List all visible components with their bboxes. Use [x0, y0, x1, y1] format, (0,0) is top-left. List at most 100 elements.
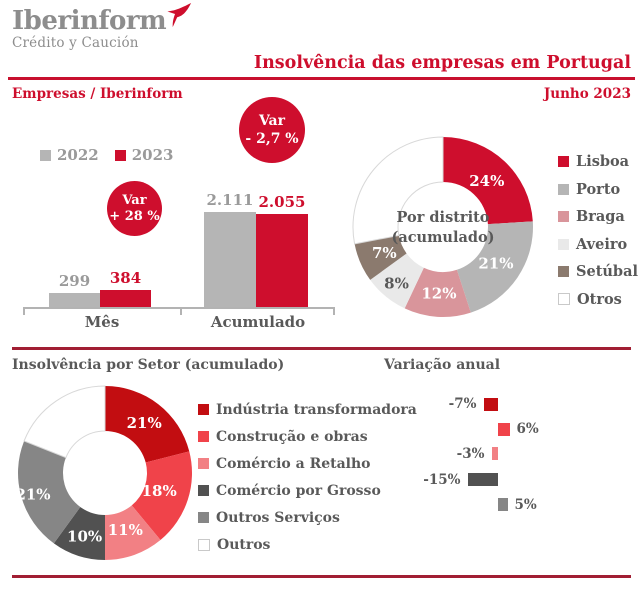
donut-center-label-1: (acumulado) [391, 229, 494, 246]
bar-2022-mes [49, 293, 100, 307]
legend-item-aveiro: Aveiro [558, 231, 638, 259]
date-label: Junho 2023 [543, 86, 631, 102]
legend-swatch-porto [558, 183, 569, 195]
axis-tick [23, 307, 25, 315]
legend-swatch-aveiro [558, 238, 569, 250]
donut-label-comercio-por-grosso: 10% [67, 527, 102, 545]
vbar-construcao-e-obras [497, 422, 510, 436]
legend-swatch-braga [558, 211, 569, 223]
var-badge-value: - 2,7 % [245, 131, 299, 147]
legend-swatch-2023 [114, 149, 126, 161]
donut-center-label-0: Por distrito [397, 209, 490, 226]
vbar-comercio-a-retalho [491, 447, 498, 460]
legend-label-aveiro: Aveiro [576, 235, 628, 253]
legend-item-lisboa: Lisboa [558, 148, 638, 176]
donut-slice-outros-servicos [18, 440, 81, 544]
sector-legend: Indústria transformadora Construção e obr… [198, 396, 417, 558]
legend-item-outros: Outros [198, 531, 417, 558]
legend-swatch-industria-transformadora [198, 404, 209, 415]
donut-label-porto: 21% [478, 255, 513, 273]
legend-label-lisboa: Lisboa [576, 153, 630, 171]
legend-label-comercio-a-retalho: Comércio a Retalho [216, 455, 371, 472]
bar-chart-plot: 299 2.111 384 2.055 [23, 180, 335, 307]
bar-value-2023-acumulado: 2.055 [258, 193, 306, 211]
category-label-mes: Mês [84, 313, 120, 331]
legend-swatch-comercio-por-grosso [198, 485, 209, 496]
vbar-label-comercio-por-grosso: -15% [423, 471, 461, 488]
donut-slice-lisboa [443, 137, 533, 225]
legend-item-braga: Braga [558, 203, 638, 231]
district-legend: Lisboa Porto Braga Aveiro Setúbal Otros [558, 148, 638, 313]
vbar-label-construcao-e-obras: 6% [516, 421, 539, 437]
var-badge-title: Var [258, 113, 286, 129]
year-legend-item-2022: 2022 [40, 146, 99, 164]
vbar-comercio-por-grosso [467, 473, 498, 486]
bar-2023-mes [100, 290, 151, 307]
sector-donut-chart: 21% 18% 11% 10% 21% [16, 385, 193, 560]
mid-divider [12, 347, 631, 350]
legend-label-construcao-e-obras: Construção e obras [216, 428, 368, 445]
var-badge-value: + 28 % [109, 208, 160, 224]
legend-label-2022: 2022 [57, 146, 99, 164]
var-badge-title: Var [122, 192, 147, 208]
page-title: Insolvência das empresas em Portugal [253, 53, 631, 73]
donut-label-setubal: 7% [372, 244, 397, 262]
legend-swatch-comercio-a-retalho [198, 458, 209, 469]
bar-2022-acumulado [204, 212, 256, 307]
legend-swatch-setubal [558, 266, 569, 278]
bar-value-2023-mes: 384 [109, 269, 142, 287]
legend-swatch-construcao-e-obras [198, 431, 209, 442]
bottom-divider [12, 575, 631, 578]
legend-item-construcao-e-obras: Construção e obras [198, 423, 417, 450]
variation-chart-title: Variação anual [384, 357, 501, 373]
sector-chart-title: Insolvência por Setor (acumulado) [12, 357, 285, 373]
vbar-label-outros-servicos: 5% [514, 496, 537, 513]
legend-item-industria-transformadora: Indústria transformadora [198, 396, 417, 423]
donut-slice-comercio-por-grosso [53, 506, 105, 560]
legend-swatch-otros [558, 293, 570, 306]
donut-slice-otros [352, 136, 444, 245]
logo-wordmark: Iberinform [12, 6, 167, 36]
donut-label-comercio-a-retalho: 11% [108, 521, 143, 539]
legend-item-porto: Porto [558, 176, 638, 204]
donut-label-braga: 12% [421, 284, 456, 302]
donut-slice-outros [23, 385, 106, 459]
donut-slice-comercio-a-retalho [105, 505, 161, 560]
category-label-acumulado: Acumulado [210, 313, 306, 331]
vbar-label-comercio-a-retalho: -3% [456, 445, 485, 462]
legend-item-outros-servicos: Outros Serviços [198, 504, 417, 531]
legend-label-comercio-por-grosso: Comércio por Grosso [216, 482, 381, 499]
donut-slice-porto [456, 221, 533, 313]
donut-label-lisboa: 24% [469, 172, 504, 190]
district-donut-chart: 24% 21% 12% 8% 7% Por distrito (acumulado) [352, 136, 533, 318]
donut-label-aveiro: 8% [384, 275, 409, 293]
donut-slice-aveiro [370, 253, 424, 309]
variation-badge-mes: Var + 28 % [107, 181, 162, 236]
axis-tick [333, 307, 335, 315]
legend-label-outros-servicos: Outros Serviços [216, 509, 340, 526]
legend-label-otros: Otros [577, 290, 622, 308]
legend-label-2023: 2023 [131, 146, 174, 164]
annual-variation-chart: -7% 6% -3% -15% 5% [380, 391, 635, 523]
header-rule [8, 77, 635, 80]
legend-swatch-lisboa [558, 156, 569, 168]
year-legend: 2022 2023 [40, 146, 174, 164]
legend-item-comercio-por-grosso: Comércio por Grosso [198, 477, 417, 504]
donut-label-outros-servicos: 21% [16, 485, 51, 503]
bar-value-2022-mes: 299 [58, 272, 91, 290]
legend-label-outros: Outros [217, 536, 271, 553]
legend-swatch-2022 [40, 149, 51, 161]
section-label: Empresas / Iberinform [12, 86, 183, 102]
year-legend-item-2023: 2023 [114, 146, 174, 164]
vbar-industria-transformadora [483, 397, 498, 411]
logo-bird-icon [167, 3, 192, 28]
bar-value-2022-acumulado: 2.111 [206, 191, 254, 209]
axis-tick [180, 307, 182, 315]
donut-slice-construcao-e-obras [131, 451, 193, 541]
legend-label-setubal: Setúbal [576, 263, 638, 281]
donut-label-construcao-e-obras: 18% [142, 482, 177, 500]
logo-subtitle: Crédito y Caución [12, 35, 139, 51]
vbar-outros-servicos [497, 498, 508, 511]
legend-item-comercio-a-retalho: Comércio a Retalho [198, 450, 417, 477]
